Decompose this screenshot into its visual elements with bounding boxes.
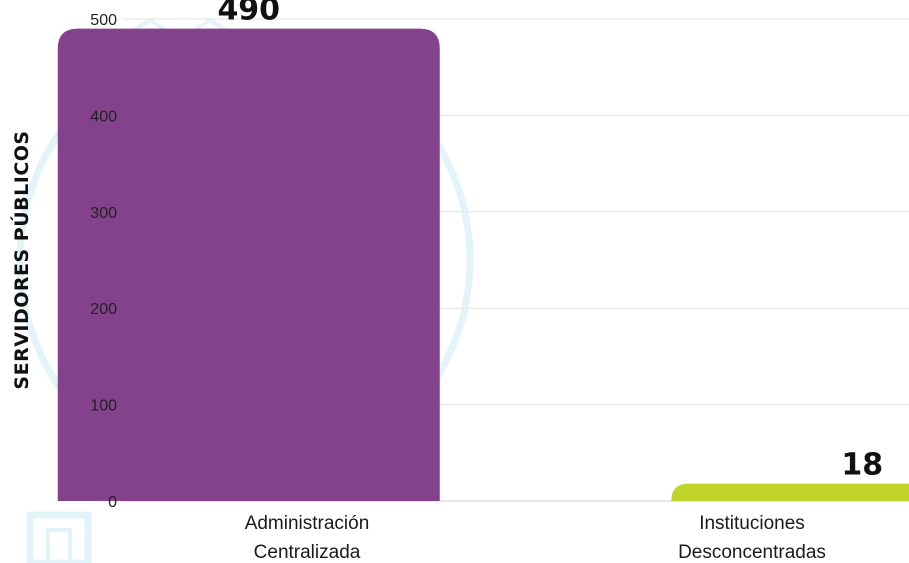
- y-tick-label: 500: [90, 12, 117, 29]
- bar-value-label: 18: [841, 448, 883, 483]
- labels: 0 100 200 300 400 500 490 Administración Central…: [90, 0, 883, 563]
- bars: [57, 28, 909, 501]
- bar-value-label: 490: [217, 0, 280, 28]
- x-category-label: Instituciones: [699, 513, 805, 534]
- x-category-label: Desconcentradas: [678, 542, 826, 563]
- y-axis-title: SERVIDORES PÚBLICOS: [9, 130, 33, 389]
- bar-0: [57, 28, 440, 501]
- y-tick-label: 400: [90, 108, 117, 125]
- x-category-label: Administración: [245, 513, 370, 534]
- y-tick-label: 300: [90, 205, 117, 222]
- bar-1: [671, 483, 909, 501]
- y-tick-label: 200: [90, 301, 117, 318]
- x-category-label: Centralizada: [254, 542, 361, 563]
- y-tick-label: 100: [90, 398, 117, 415]
- y-tick-label: 0: [108, 494, 117, 511]
